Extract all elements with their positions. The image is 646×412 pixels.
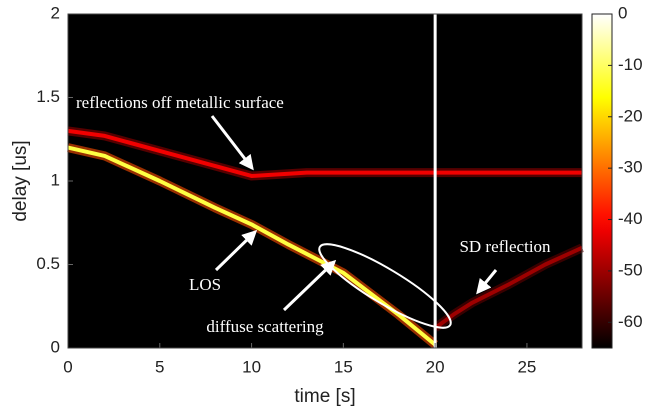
plot-area — [68, 14, 582, 348]
x-tick-label: 10 — [242, 357, 261, 376]
y-tick-label: 1.5 — [36, 87, 60, 106]
y-tick-label: 0 — [51, 337, 60, 356]
y-tick-label: 0.5 — [36, 254, 60, 273]
y-axis-label: delay [us] — [10, 140, 31, 221]
x-tick-label: 0 — [63, 357, 72, 376]
x-tick-label: 5 — [155, 357, 164, 376]
x-tick-label: 15 — [334, 357, 353, 376]
annotation: reflections off metallic surface — [76, 93, 284, 112]
annotation: LOS — [189, 275, 221, 294]
annotation: diffuse scattering — [206, 317, 324, 336]
annotation: SD reflection — [459, 237, 551, 256]
colorbar-tick-label: -30 — [618, 158, 643, 177]
colorbar-tick-label: -50 — [618, 260, 643, 279]
x-tick-label: 20 — [426, 357, 445, 376]
y-tick-label: 1 — [51, 170, 60, 189]
colorbar-tick-label: -20 — [618, 106, 643, 125]
x-axis-label: time [s] — [294, 386, 355, 407]
colorbar — [592, 14, 612, 348]
y-tick-label: 2 — [51, 3, 60, 22]
x-tick-label: 25 — [517, 357, 536, 376]
colorbar-tick-label: 0 — [618, 3, 627, 22]
colorbar-tick-label: -10 — [618, 55, 643, 74]
colorbar-tick-label: -60 — [618, 312, 643, 331]
colorbar-tick-label: -40 — [618, 209, 643, 228]
